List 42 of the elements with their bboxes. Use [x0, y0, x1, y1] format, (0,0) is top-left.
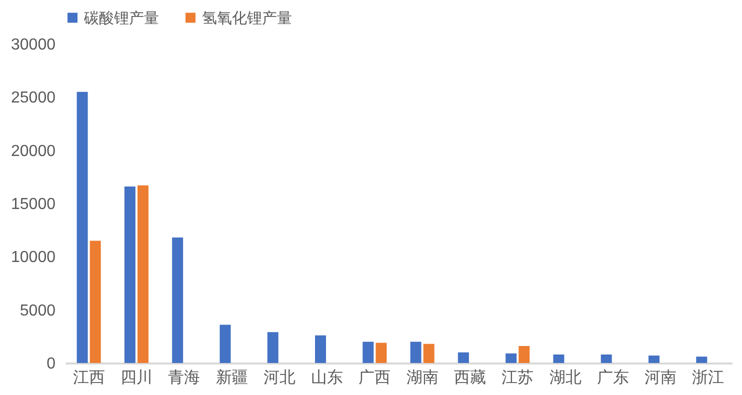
bar: [76, 92, 88, 363]
bar: [423, 344, 434, 363]
bar: [362, 342, 374, 363]
bar: [553, 354, 564, 363]
bar: [506, 353, 517, 363]
bar: [600, 354, 612, 363]
y-tick-label: 5000: [20, 302, 56, 320]
y-tick-label: 20000: [11, 142, 56, 160]
x-tick-label: 江西: [72, 370, 105, 386]
legend-label: 氢氧化锂产量: [202, 10, 292, 27]
legend-label: 碳酸锂产量: [83, 10, 159, 27]
bar: [267, 332, 278, 363]
x-tick-label: 广东: [596, 368, 629, 386]
x-tick-label: 广西: [358, 368, 391, 386]
x-tick-label: 西藏: [454, 368, 486, 386]
x-tick-label: 河南: [644, 368, 677, 386]
x-tick-label: 新疆: [216, 368, 248, 386]
bar: [458, 352, 469, 363]
y-tick-label: 25000: [11, 90, 56, 107]
y-tick-label: 10000: [11, 249, 56, 266]
x-tick-label: 浙江: [692, 368, 724, 386]
y-tick-label: 30000: [11, 36, 56, 54]
bar: [137, 185, 148, 363]
bar: [518, 346, 530, 363]
bar: [172, 238, 184, 363]
bar: [696, 356, 708, 363]
bar: [315, 335, 326, 363]
x-tick-label: 河北: [263, 368, 296, 386]
bar: [124, 186, 136, 363]
bar: [376, 342, 387, 363]
x-tick-label: 湖北: [549, 368, 582, 386]
bar: [220, 324, 231, 363]
y-tick-label: 15000: [11, 196, 56, 213]
x-tick-label: 湖南: [406, 368, 438, 386]
x-tick-label: 江苏: [502, 368, 534, 386]
y-tick-label: 0: [46, 356, 56, 372]
x-tick-label: 青海: [168, 368, 200, 386]
x-tick-label: 山东: [311, 368, 344, 386]
bar: [410, 342, 422, 363]
bar: [90, 240, 101, 363]
x-tick-label: 四川: [120, 368, 152, 386]
bar: [648, 356, 660, 363]
